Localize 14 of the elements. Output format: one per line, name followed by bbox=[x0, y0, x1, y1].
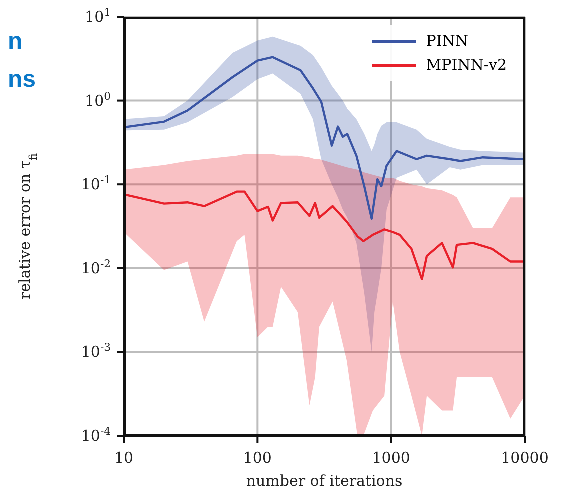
legend-label: MPINN-v2 bbox=[426, 55, 507, 76]
y-tick-label: 10$^{0}$ bbox=[85, 89, 112, 110]
text: n bbox=[8, 28, 23, 56]
x-tick-label: 10 bbox=[114, 449, 134, 467]
y-tick-label: 10$^{-2}$ bbox=[81, 256, 111, 278]
x-tick-label: 10000 bbox=[501, 449, 549, 467]
x-axis-title: number of iterations bbox=[246, 472, 403, 490]
legend-label: PINN bbox=[426, 31, 469, 52]
x-tick-label: 1000 bbox=[372, 449, 410, 467]
x-tick-label: 100 bbox=[243, 449, 272, 467]
y-tick-label: 10$^{-4}$ bbox=[81, 424, 112, 445]
y-tick-label: 10$^{-1}$ bbox=[81, 173, 111, 194]
y-tick-label: 10$^{-3}$ bbox=[81, 340, 112, 362]
text: ns bbox=[8, 66, 36, 94]
